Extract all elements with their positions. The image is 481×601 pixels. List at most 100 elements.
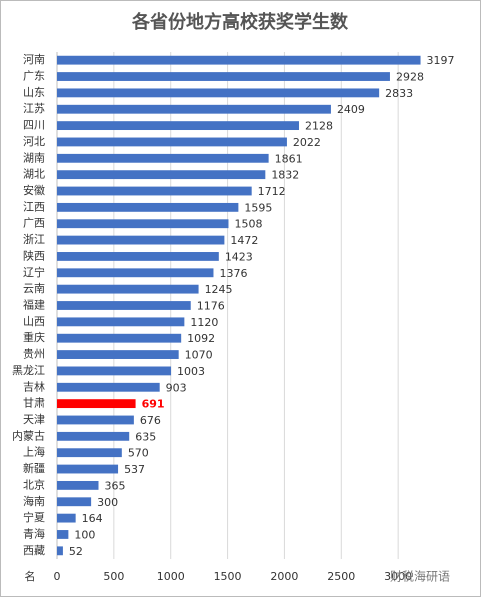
bar bbox=[57, 268, 214, 278]
bar bbox=[57, 186, 252, 196]
bar bbox=[57, 513, 76, 523]
bar bbox=[57, 382, 160, 392]
value-label: 1508 bbox=[234, 218, 262, 231]
y-tick-label: 西藏 bbox=[23, 544, 45, 557]
value-label: 570 bbox=[128, 447, 149, 460]
bar bbox=[57, 546, 63, 556]
bar bbox=[57, 415, 134, 425]
bar bbox=[57, 235, 225, 245]
value-label: 676 bbox=[140, 414, 161, 427]
chart-title: 各省份地方高校获奖学生数 bbox=[131, 11, 349, 33]
bar bbox=[57, 399, 136, 409]
value-label: 1070 bbox=[185, 349, 213, 362]
value-label: 537 bbox=[124, 463, 145, 476]
y-tick-label: 青海 bbox=[23, 526, 45, 540]
value-label: 1176 bbox=[197, 300, 225, 313]
bar bbox=[57, 448, 122, 458]
x-tick-label: 2000 bbox=[270, 570, 298, 583]
bar bbox=[57, 480, 99, 490]
bar bbox=[57, 153, 269, 163]
bar bbox=[57, 219, 229, 229]
y-tick-label: 山东 bbox=[23, 86, 45, 99]
bar bbox=[57, 431, 130, 441]
value-label: 1245 bbox=[205, 283, 233, 296]
bar bbox=[57, 301, 191, 310]
value-label: 164 bbox=[82, 512, 103, 525]
value-label: 52 bbox=[69, 545, 83, 558]
y-tick-label: 重庆 bbox=[23, 330, 45, 344]
y-tick-label: 陕西 bbox=[23, 248, 45, 262]
y-tick-label: 上海 bbox=[23, 445, 45, 459]
y-tick-label: 天津 bbox=[23, 413, 45, 426]
value-label: 903 bbox=[166, 381, 187, 394]
bar bbox=[57, 88, 380, 98]
bar bbox=[57, 202, 239, 212]
bar bbox=[57, 350, 179, 359]
y-tick-label: 广西 bbox=[23, 217, 45, 230]
y-tick-label: 山西 bbox=[23, 315, 45, 328]
value-label: 1003 bbox=[177, 365, 205, 378]
bar bbox=[57, 55, 421, 65]
y-tick-label: 贵州 bbox=[23, 348, 45, 361]
value-label: 635 bbox=[135, 430, 156, 443]
y-tick-label: 湖南 bbox=[23, 151, 45, 164]
value-label: 1120 bbox=[190, 316, 218, 329]
bar bbox=[57, 530, 69, 539]
x-tick-label: 2500 bbox=[327, 570, 355, 583]
bar bbox=[57, 366, 172, 376]
y-tick-label: 浙江 bbox=[23, 233, 45, 246]
value-label: 3197 bbox=[427, 54, 455, 67]
value-label: 691 bbox=[142, 398, 165, 411]
x-tick-label: 500 bbox=[103, 570, 124, 583]
value-label: 1832 bbox=[271, 169, 299, 182]
bar bbox=[57, 252, 219, 261]
y-tick-label: 宁夏 bbox=[23, 510, 45, 524]
value-label: 2128 bbox=[305, 120, 333, 133]
axis-label: 名 bbox=[25, 569, 36, 583]
y-tick-label: 江苏 bbox=[23, 102, 45, 115]
value-label: 1861 bbox=[275, 152, 303, 165]
bar bbox=[57, 137, 287, 147]
bar bbox=[57, 72, 390, 81]
bar bbox=[57, 170, 266, 180]
bar bbox=[57, 464, 119, 474]
y-tick-label: 江西 bbox=[23, 200, 45, 213]
x-tick-label: 3000 bbox=[384, 570, 412, 583]
y-tick-label: 黑龙江 bbox=[12, 364, 45, 377]
value-label: 1423 bbox=[225, 250, 253, 263]
value-label: 2833 bbox=[385, 87, 413, 100]
y-tick-label: 吉林 bbox=[23, 379, 45, 393]
bar bbox=[57, 317, 185, 327]
x-tick-label: 1500 bbox=[214, 570, 242, 583]
y-tick-label: 广东 bbox=[23, 70, 45, 83]
y-tick-label: 福建 bbox=[23, 298, 45, 312]
y-tick-label: 北京 bbox=[23, 477, 45, 491]
value-label: 1595 bbox=[244, 201, 272, 214]
value-label: 1472 bbox=[230, 234, 258, 247]
y-tick-label: 海南 bbox=[23, 494, 45, 508]
value-label: 2022 bbox=[293, 136, 321, 149]
y-tick-label: 辽宁 bbox=[23, 265, 45, 279]
y-tick-label: 河北 bbox=[23, 135, 45, 148]
bar bbox=[57, 121, 299, 131]
y-tick-label: 内蒙古 bbox=[12, 428, 45, 442]
y-tick-label: 湖北 bbox=[23, 168, 45, 181]
bar bbox=[57, 284, 199, 294]
x-tick-label: 0 bbox=[54, 570, 61, 583]
value-label: 1376 bbox=[219, 267, 247, 280]
value-label: 365 bbox=[105, 479, 126, 492]
bar bbox=[57, 333, 182, 343]
value-label: 1092 bbox=[187, 332, 215, 345]
y-tick-label: 云南 bbox=[23, 282, 45, 295]
y-tick-label: 四川 bbox=[23, 119, 45, 132]
value-label: 2928 bbox=[396, 71, 424, 84]
value-label: 1712 bbox=[258, 185, 286, 198]
y-tick-label: 安徽 bbox=[23, 183, 45, 197]
bar bbox=[57, 497, 92, 507]
y-tick-label: 甘肃 bbox=[23, 397, 45, 410]
y-tick-label: 河南 bbox=[23, 53, 45, 66]
value-label: 300 bbox=[97, 496, 118, 509]
x-tick-label: 1000 bbox=[157, 570, 185, 583]
value-label: 2409 bbox=[337, 103, 365, 116]
